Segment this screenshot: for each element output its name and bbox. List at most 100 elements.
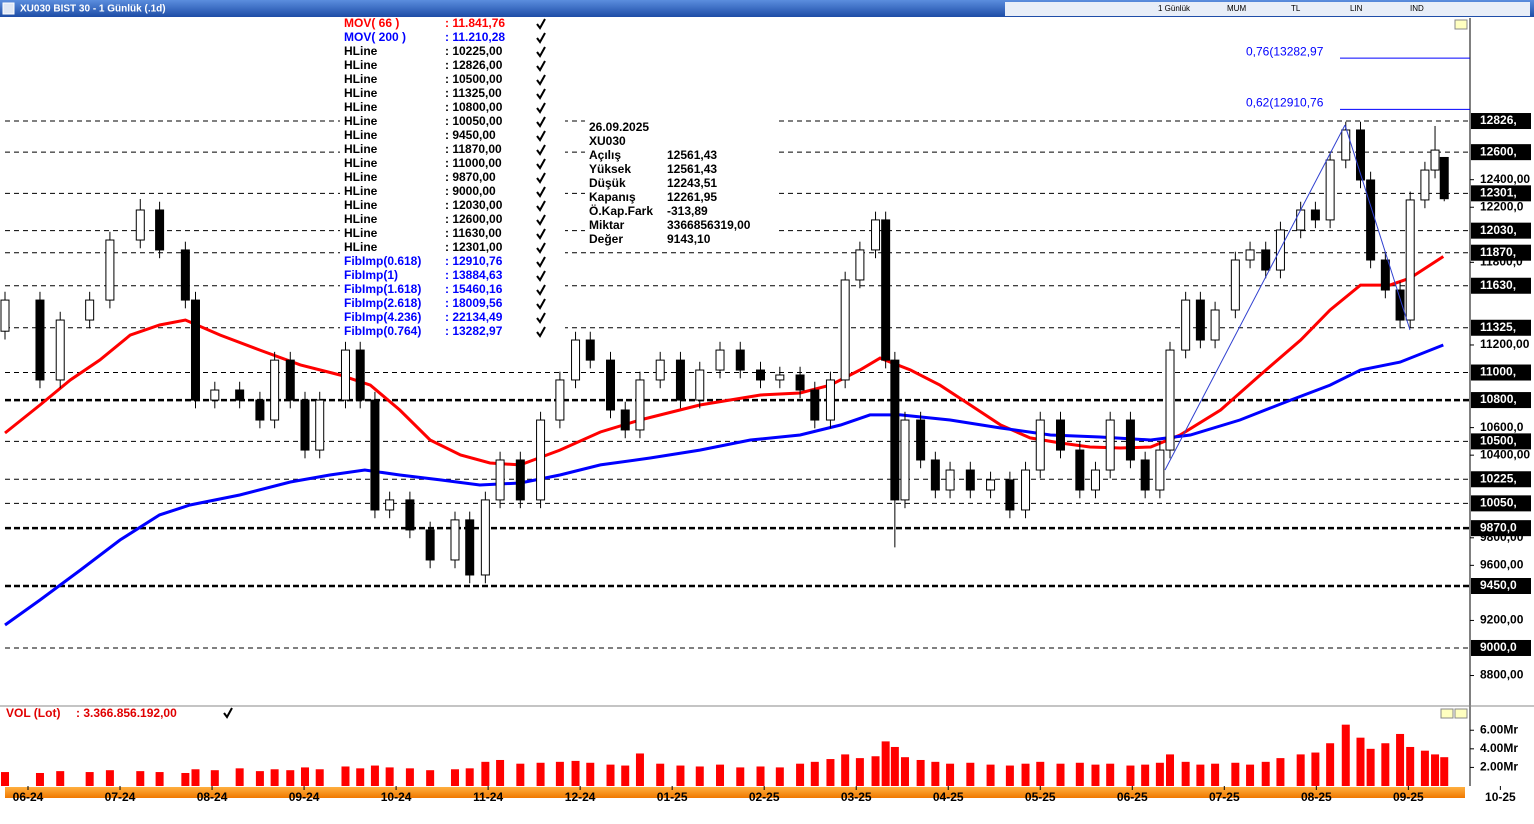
check-icon — [223, 707, 233, 719]
info-label: Kapanış — [589, 190, 636, 204]
volume-bar — [900, 757, 909, 786]
volume-bar — [855, 758, 864, 786]
volume-bar — [871, 756, 880, 786]
candle-body — [1430, 149, 1440, 171]
hline-label-box — [1471, 495, 1531, 512]
candle-body — [285, 359, 295, 401]
legend-value: : 12030,00 — [445, 198, 503, 212]
toolbar-item[interactable]: TL — [1291, 4, 1301, 13]
legend-name: FibImp(1) — [344, 268, 398, 282]
legend-value: : 9450,00 — [445, 128, 496, 142]
candle-body — [1055, 419, 1065, 451]
volume-bar — [315, 769, 324, 786]
hline-label-box — [1471, 244, 1531, 261]
toolbar-item[interactable]: LIN — [1350, 4, 1363, 13]
volume-bar — [586, 762, 595, 786]
legend-name: MOV( 66 ) — [344, 16, 399, 30]
volume-bar — [1141, 764, 1150, 786]
candle-body — [655, 359, 665, 381]
check-icon — [536, 46, 546, 58]
toolbar-item[interactable]: 1 Günlük — [1158, 4, 1191, 13]
check-icon — [536, 284, 546, 296]
x-tick-label: 06-24 — [13, 790, 44, 804]
candle-body — [1195, 299, 1205, 341]
moving-average-line — [4, 255, 1445, 467]
candle-body — [930, 459, 940, 491]
close-button[interactable] — [2, 2, 15, 15]
candle-body — [1420, 169, 1430, 201]
candle-body — [555, 379, 565, 421]
panel-button[interactable] — [1440, 708, 1454, 719]
volume-bar — [35, 772, 44, 786]
candle-body — [571, 339, 581, 381]
hline-axis-label: 10500, — [1480, 434, 1517, 448]
volume-bar — [695, 766, 704, 786]
hline-axis-label: 9000,0 — [1480, 640, 1517, 654]
legend-value: : 12600,00 — [445, 212, 503, 226]
candle-body — [155, 209, 165, 251]
volume-tick-label: 4.00Mr — [1480, 741, 1518, 755]
info-date: 26.09.2025 — [589, 120, 649, 134]
volume-bar — [450, 769, 459, 786]
legend-value: : 22134,49 — [445, 310, 503, 324]
legend-name: HLine — [344, 72, 378, 86]
candle-body — [340, 349, 350, 401]
legend-value: : 12301,00 — [445, 240, 503, 254]
candle-body — [1405, 199, 1415, 321]
hline-axis-label: 12301, — [1480, 186, 1517, 200]
volume-bar — [966, 762, 975, 786]
volume-tick-label: 6.00Mr — [1480, 722, 1518, 736]
volume-bar — [1420, 750, 1429, 786]
check-icon — [536, 88, 546, 100]
volume-bar — [155, 772, 164, 786]
candle-body — [1075, 449, 1085, 491]
x-tick-label: 07-25 — [1209, 790, 1240, 804]
volume-bar — [136, 771, 145, 786]
legend-value: : 11630,00 — [445, 226, 502, 240]
candle-body — [425, 529, 435, 561]
hline-axis-label: 11325, — [1480, 320, 1516, 334]
volume-bar — [481, 761, 490, 786]
candle-body — [235, 389, 245, 401]
x-tick-label: 03-25 — [841, 790, 872, 804]
toolbar-item[interactable]: IND — [1410, 4, 1424, 13]
candle-body — [1181, 299, 1191, 351]
volume-bar — [1021, 763, 1030, 786]
candle-body — [810, 389, 820, 421]
volume-bar — [105, 770, 114, 786]
volume-bar — [1356, 737, 1365, 786]
hline-label-box — [1471, 433, 1531, 450]
x-tick-label: 09-24 — [289, 790, 320, 804]
legend-name: HLine — [344, 86, 378, 100]
time-scrollbar[interactable] — [5, 787, 1465, 798]
toolbar-item[interactable]: MUM — [1227, 4, 1246, 13]
volume-bar — [516, 763, 525, 786]
legend-box — [340, 17, 565, 340]
hline-label-box — [1471, 113, 1531, 130]
hline-axis-label: 11630, — [1480, 278, 1516, 292]
volume-bar — [676, 765, 685, 786]
candle-body — [1155, 449, 1165, 491]
legend-value: : 11000,00 — [445, 156, 502, 170]
y-tick-label: 12200,0 — [1480, 199, 1524, 213]
candle-body — [1140, 459, 1150, 491]
legend-name: FibImp(1.618) — [344, 282, 421, 296]
legend-name: HLine — [344, 100, 378, 114]
volume-bar — [986, 764, 995, 786]
info-label: Düşük — [589, 176, 626, 190]
volume-bar — [496, 759, 505, 786]
candle-body — [1165, 349, 1175, 451]
volume-bar — [1106, 763, 1115, 786]
candle-body — [775, 374, 785, 381]
legend-value: : 12910,76 — [445, 254, 503, 268]
candle-body — [180, 249, 190, 301]
candle-body — [986, 479, 996, 491]
legend-value: : 11.210,28 — [445, 30, 505, 44]
panel-button[interactable] — [1454, 708, 1468, 719]
y-tick-label: 9600,00 — [1480, 558, 1524, 572]
check-icon — [536, 74, 546, 86]
panel-button[interactable] — [1454, 19, 1468, 30]
legend-value: : 10500,00 — [445, 72, 503, 86]
candle-body — [675, 359, 685, 401]
candle-body — [1245, 249, 1255, 261]
